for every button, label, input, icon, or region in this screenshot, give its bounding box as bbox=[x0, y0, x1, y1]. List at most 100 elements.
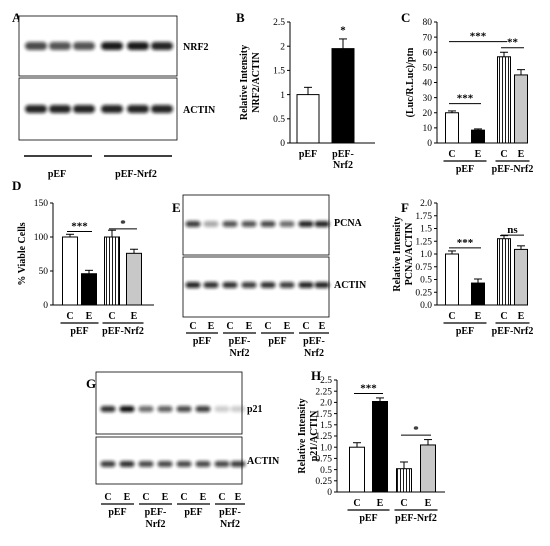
actin-band bbox=[298, 282, 314, 288]
significance-label: * bbox=[120, 218, 126, 230]
y-tick-label: 20 bbox=[423, 109, 433, 119]
lane-label: E bbox=[284, 321, 291, 332]
lane-label: C bbox=[302, 321, 309, 332]
lane-label: E bbox=[200, 492, 207, 503]
lane-group-label: pEF bbox=[268, 336, 286, 347]
actin-band bbox=[260, 282, 276, 288]
category-label: E bbox=[518, 311, 525, 322]
y-tick-label: 1.5 bbox=[320, 421, 332, 431]
lane-group-label: Nrf2 bbox=[146, 519, 166, 530]
chart-b: B 0 0.5 1 1.5 2 2.5 Relative IntensityNRF2/ACTI… bbox=[236, 10, 375, 171]
actin-band-label-a: ACTIN bbox=[183, 105, 216, 116]
nrf2-band bbox=[25, 42, 47, 50]
y-tick-label: 1.25 bbox=[415, 237, 432, 247]
group-label: pEF-Nrf2 bbox=[492, 326, 534, 337]
category-label: E bbox=[518, 149, 525, 160]
pcna-band bbox=[298, 221, 314, 227]
category-label: Nrf2 bbox=[333, 160, 353, 171]
category-label: E bbox=[425, 498, 432, 509]
category-label: C bbox=[353, 498, 360, 509]
actin-band bbox=[279, 282, 295, 288]
y-axis-label: Relative IntensityNRF2/ACTIN bbox=[239, 45, 262, 120]
category-label: C bbox=[108, 311, 115, 322]
y-tick-label: 30 bbox=[423, 94, 433, 104]
y-tick-label: 0.5 bbox=[420, 276, 432, 286]
bar bbox=[396, 468, 412, 493]
y-axis-label: % Viable Cells bbox=[17, 222, 28, 285]
group-label: pEF-Nrf2 bbox=[492, 164, 534, 175]
actin-band bbox=[185, 282, 201, 288]
nrf2-bands bbox=[25, 42, 173, 50]
p21-band-label: p21 bbox=[247, 404, 263, 415]
bar bbox=[420, 444, 436, 493]
significance-label: *** bbox=[457, 93, 474, 105]
lane-group-label: pEF bbox=[184, 507, 202, 518]
y-tick-label: 10 bbox=[423, 124, 433, 134]
y-tick-label: 1.75 bbox=[415, 212, 432, 222]
y-axis-label: (Luc/R.Luc)/ptn bbox=[405, 47, 416, 117]
y-axis-label: Relative Intensityp21/ACTIN bbox=[297, 398, 320, 473]
bar bbox=[331, 48, 355, 144]
y-tick-label: 40 bbox=[423, 79, 433, 89]
lane-group-label: pEF- bbox=[219, 507, 241, 518]
bar bbox=[296, 94, 320, 144]
lane-group-label: pEF- bbox=[145, 507, 167, 518]
y-tick-label: 0.75 bbox=[415, 263, 432, 273]
nrf2-band bbox=[101, 42, 123, 50]
actin-band bbox=[176, 461, 192, 467]
pcna-band bbox=[185, 221, 201, 227]
pcna-band bbox=[279, 221, 295, 227]
lane-group-label: pEF bbox=[193, 336, 211, 347]
category-label: C bbox=[500, 149, 507, 160]
y-tick-label: 50 bbox=[39, 267, 49, 277]
bar bbox=[81, 273, 97, 306]
significance-label: *** bbox=[360, 382, 377, 394]
actin-bands-g bbox=[100, 461, 246, 467]
actin-band bbox=[101, 105, 123, 113]
panel-letter: D bbox=[12, 178, 21, 193]
category-label: C bbox=[448, 149, 455, 160]
y-tick-label: 60 bbox=[423, 48, 433, 58]
y-tick-label: 100 bbox=[34, 233, 49, 243]
actin-band bbox=[222, 282, 238, 288]
group-label: pEF bbox=[456, 164, 474, 175]
bar bbox=[471, 129, 485, 144]
significance-label: *** bbox=[71, 221, 88, 233]
group-label: pEF bbox=[70, 326, 88, 337]
panel-letter: H bbox=[311, 368, 321, 383]
category-label: C bbox=[66, 311, 73, 322]
p21-band bbox=[214, 406, 230, 412]
group-label: pEF-Nrf2 bbox=[102, 326, 144, 337]
lane-group-label: pEF- bbox=[303, 336, 325, 347]
p21-band bbox=[100, 406, 116, 412]
lane-label: C bbox=[180, 492, 187, 503]
y-tick-label: 150 bbox=[34, 199, 49, 209]
y-tick-label: 1.5 bbox=[273, 67, 285, 77]
y-tick-label: 1.0 bbox=[420, 250, 432, 260]
y-tick-label: 1.0 bbox=[320, 443, 332, 453]
p21-blot-frame bbox=[95, 371, 243, 435]
actin-band bbox=[314, 282, 330, 288]
actin-band bbox=[157, 461, 173, 467]
lane-label: E bbox=[246, 321, 253, 332]
nrf2-band bbox=[49, 42, 71, 50]
lane-label: E bbox=[208, 321, 215, 332]
lane-group-label: Nrf2 bbox=[230, 348, 250, 359]
panel-g-letter: G bbox=[86, 376, 96, 391]
y-tick-label: 2.5 bbox=[320, 376, 332, 386]
nrf2-band-label: NRF2 bbox=[183, 42, 209, 53]
y-tick-label: 1.75 bbox=[315, 410, 332, 420]
bar bbox=[497, 238, 511, 306]
actin-band bbox=[127, 105, 149, 113]
category-label: C bbox=[500, 311, 507, 322]
actin-band bbox=[100, 461, 116, 467]
actin-band bbox=[241, 282, 257, 288]
y-tick-label: 50 bbox=[423, 64, 433, 74]
y-tick-label: 2.0 bbox=[420, 199, 432, 209]
y-tick-label: 0 bbox=[43, 301, 48, 311]
lane-label: E bbox=[235, 492, 242, 503]
actin-band bbox=[230, 461, 246, 467]
p21-band bbox=[176, 406, 192, 412]
